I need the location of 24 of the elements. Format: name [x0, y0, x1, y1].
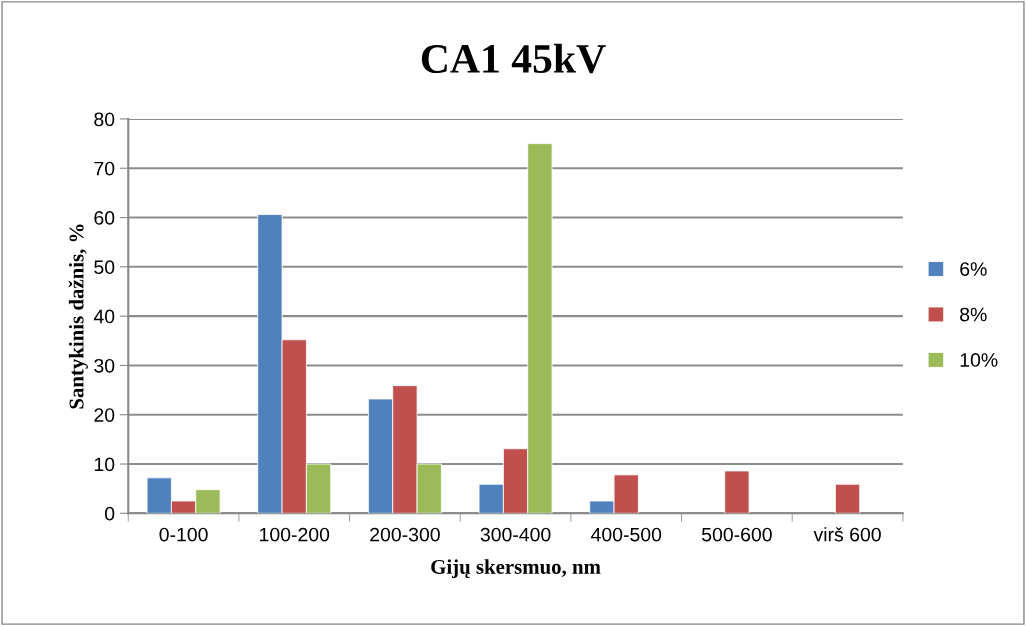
x-tick-label: 400-500 — [591, 527, 662, 542]
legend-label: 6% — [960, 262, 987, 276]
y-tick-label: 60 — [94, 211, 115, 225]
y-tick-label: 40 — [93, 309, 115, 324]
x-tick-label: 0-100 — [159, 527, 208, 542]
x-tick-label: 300-400 — [480, 527, 551, 542]
y-axis-title: Santykinis dažnis, % — [68, 224, 88, 409]
y-tick-label: 50 — [94, 260, 115, 275]
x-tick-label: 500-600 — [701, 527, 772, 542]
bar — [724, 470, 750, 514]
chart-title: CA1 45kV — [421, 43, 606, 74]
y-tick-label: 70 — [94, 161, 115, 176]
legend-label: 8% — [960, 307, 987, 322]
y-tick-label: 0 — [105, 506, 115, 521]
x-tick-label: 100-200 — [260, 527, 330, 542]
x-tick-label: virš 600 — [813, 527, 881, 542]
y-tick-label: 80 — [94, 112, 115, 127]
x-axis-title: Gijų skersmuo, nm — [431, 559, 601, 579]
y-tick-label: 10 — [94, 457, 115, 472]
y-tick-label: 20 — [94, 408, 115, 422]
bar — [834, 483, 861, 514]
legend-label: 10% — [960, 353, 998, 367]
x-tick-label: 200-300 — [370, 527, 440, 542]
y-tick-label: 30 — [94, 358, 115, 373]
